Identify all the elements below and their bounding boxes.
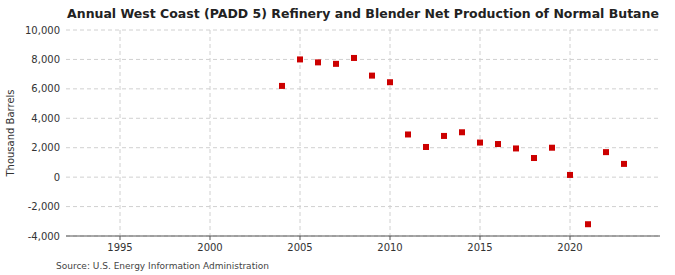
point bbox=[279, 83, 285, 89]
point bbox=[477, 140, 483, 146]
point bbox=[585, 221, 591, 227]
point bbox=[423, 144, 429, 150]
y-tick-label: 10,000 bbox=[25, 25, 60, 36]
page: {"chart_data": { "type": "scatter", "tit… bbox=[0, 0, 675, 275]
x-tick-label: 2010 bbox=[377, 242, 402, 253]
x-tick-label: 2020 bbox=[557, 242, 582, 253]
point bbox=[405, 131, 411, 137]
y-grid-line bbox=[66, 206, 660, 207]
point bbox=[441, 133, 447, 139]
x-axis-line bbox=[66, 236, 660, 237]
x-tick-label: 2015 bbox=[467, 242, 492, 253]
y-grid-line bbox=[66, 147, 660, 148]
x-tick-label: 2000 bbox=[197, 242, 222, 253]
point bbox=[297, 56, 303, 62]
point bbox=[495, 141, 501, 147]
x-tick bbox=[480, 236, 481, 240]
y-grid-line bbox=[66, 118, 660, 119]
point bbox=[531, 155, 537, 161]
point bbox=[459, 129, 465, 135]
x-grid-line bbox=[570, 30, 571, 236]
y-grid-line bbox=[66, 88, 660, 89]
y-tick-label: -2,000 bbox=[28, 201, 60, 212]
x-grid-line bbox=[210, 30, 211, 236]
x-grid-line bbox=[480, 30, 481, 236]
points bbox=[279, 55, 627, 227]
point bbox=[621, 161, 627, 167]
source-note: Source: U.S. Energy Information Administ… bbox=[56, 261, 269, 271]
y-axis-label: Thousand Barrels bbox=[5, 89, 16, 177]
point bbox=[315, 59, 321, 65]
y-grid-line bbox=[66, 236, 660, 237]
x-grid-line bbox=[120, 30, 121, 236]
x-tick bbox=[210, 236, 211, 240]
point bbox=[387, 79, 393, 85]
grid bbox=[66, 30, 660, 236]
x-grid-line bbox=[390, 30, 391, 236]
point bbox=[351, 55, 357, 61]
y-tick-label: 4,000 bbox=[31, 113, 60, 124]
point bbox=[369, 73, 375, 79]
point bbox=[513, 145, 519, 151]
x-tick-label: 1995 bbox=[107, 242, 132, 253]
y-tick-label: 0 bbox=[54, 172, 60, 183]
y-tick-label: -4,000 bbox=[28, 231, 60, 242]
x-tick bbox=[300, 236, 301, 240]
x-tick bbox=[390, 236, 391, 240]
plot-area bbox=[66, 30, 660, 236]
point bbox=[603, 149, 609, 155]
x-tick bbox=[120, 236, 121, 240]
y-tick-label: 8,000 bbox=[31, 54, 60, 65]
x-tick-label: 2005 bbox=[287, 242, 312, 253]
point bbox=[567, 172, 573, 178]
point bbox=[549, 145, 555, 151]
chart: Annual West Coast (PADD 5) Refinery and … bbox=[0, 0, 675, 275]
y-grid-line bbox=[66, 59, 660, 60]
x-tick bbox=[570, 236, 571, 240]
y-grid-line bbox=[66, 30, 660, 31]
title: Annual West Coast (PADD 5) Refinery and … bbox=[67, 6, 659, 21]
y-tick-label: 6,000 bbox=[31, 83, 60, 94]
point bbox=[333, 61, 339, 67]
axes: -4,000 -2,000 0 2,000 4,000 6,000 8,000 10,000 1… bbox=[25, 25, 660, 254]
y-tick-label: 2,000 bbox=[31, 142, 60, 153]
